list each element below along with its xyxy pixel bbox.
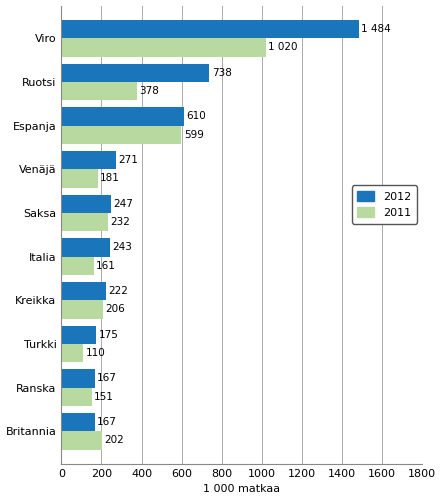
Text: 243: 243 [112, 242, 132, 252]
Bar [61, 388, 91, 406]
Bar [61, 213, 108, 232]
Text: 222: 222 [108, 286, 128, 296]
Bar [61, 282, 106, 300]
Text: 271: 271 [118, 155, 138, 165]
Text: 110: 110 [86, 348, 106, 358]
Bar [61, 194, 111, 213]
Text: 599: 599 [184, 130, 204, 140]
Bar [61, 300, 103, 318]
Text: 232: 232 [110, 217, 130, 227]
X-axis label: 1 000 matkaa: 1 000 matkaa [203, 484, 280, 494]
Text: 167: 167 [97, 374, 117, 384]
Bar [61, 344, 84, 362]
Bar [61, 432, 102, 450]
Bar [61, 82, 137, 100]
Text: 206: 206 [105, 304, 125, 314]
Text: 1 484: 1 484 [362, 24, 391, 34]
Bar [61, 108, 184, 126]
Bar [61, 170, 98, 188]
Text: 202: 202 [104, 436, 124, 446]
Text: 1 020: 1 020 [268, 42, 298, 52]
Text: 167: 167 [97, 417, 117, 427]
Bar [61, 413, 95, 432]
Bar [61, 326, 96, 344]
Bar [61, 256, 94, 275]
Bar [61, 126, 182, 144]
Text: 247: 247 [113, 199, 133, 209]
Bar [61, 20, 359, 38]
Text: 175: 175 [99, 330, 119, 340]
Bar [61, 370, 95, 388]
Text: 151: 151 [94, 392, 114, 402]
Text: 161: 161 [96, 261, 116, 271]
Text: 181: 181 [100, 174, 120, 184]
Bar [61, 151, 116, 170]
Legend: 2012, 2011: 2012, 2011 [352, 186, 417, 224]
Bar [61, 38, 266, 56]
Text: 378: 378 [140, 86, 160, 96]
Bar [61, 64, 210, 82]
Text: 738: 738 [212, 68, 232, 78]
Text: 610: 610 [186, 112, 206, 122]
Bar [61, 238, 110, 256]
